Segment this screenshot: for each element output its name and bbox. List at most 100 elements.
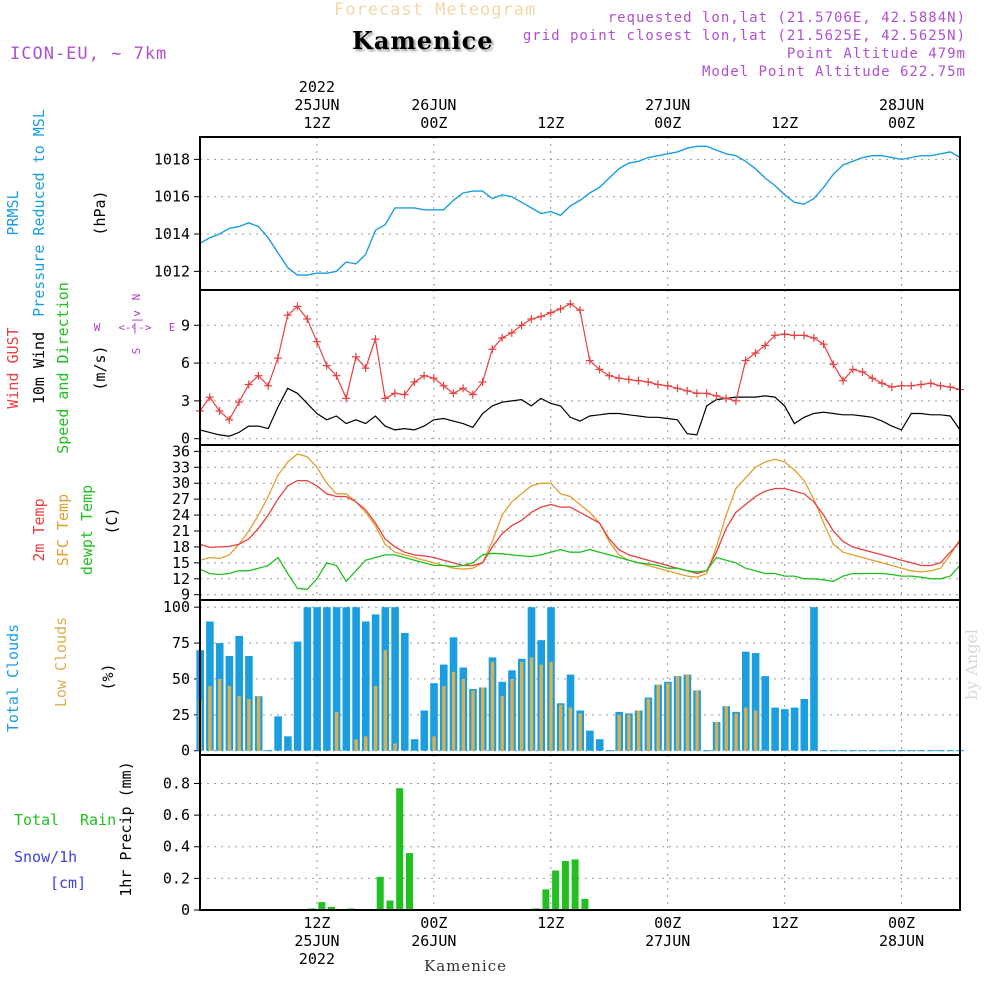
low-cloud-bar bbox=[656, 684, 660, 751]
wind-gust-marker bbox=[371, 335, 380, 344]
low-cloud-bar bbox=[675, 676, 680, 751]
panel-frame bbox=[199, 754, 961, 911]
total-cloud-bar bbox=[323, 607, 331, 751]
wind-gust-marker bbox=[946, 383, 955, 392]
bottom-time-label: 28JUN bbox=[879, 932, 924, 950]
low-cloud-bar bbox=[334, 711, 339, 751]
wind-gust-marker bbox=[205, 393, 214, 402]
wind-gust-marker bbox=[283, 311, 292, 320]
wind-gust-marker bbox=[225, 415, 234, 424]
y-tick-label: 24 bbox=[172, 506, 190, 524]
wind-gust-marker bbox=[264, 381, 273, 390]
total-cloud-bar bbox=[703, 750, 711, 752]
wind-gust-marker bbox=[322, 361, 331, 370]
y-tick-label: 75 bbox=[172, 634, 190, 652]
wind-gust-marker bbox=[839, 376, 848, 385]
low-cloud-bar bbox=[666, 683, 670, 751]
total-cloud-bar bbox=[401, 633, 409, 751]
low-cloud-bar bbox=[734, 713, 738, 751]
total-cloud-bar bbox=[917, 750, 925, 752]
total-cloud-bar bbox=[362, 621, 370, 751]
panel-frame bbox=[199, 444, 961, 601]
wind-gust-marker bbox=[439, 381, 448, 390]
y-tick-label: 12 bbox=[172, 570, 190, 588]
total-cloud-bar bbox=[352, 607, 360, 751]
low-cloud-bar bbox=[237, 696, 241, 751]
total-cloud-bar bbox=[605, 750, 614, 752]
total-cloud-bar bbox=[742, 651, 750, 751]
y-tick-label: 50 bbox=[172, 670, 190, 688]
wind-gust-marker bbox=[663, 381, 672, 390]
low-cloud-bar bbox=[471, 690, 475, 751]
low-cloud-bar bbox=[393, 743, 397, 751]
wind-gust-marker bbox=[585, 356, 594, 365]
wind-gust-marker bbox=[683, 386, 692, 395]
header-model: ICON-EU, ~ 7km bbox=[10, 44, 168, 64]
footer-location: Kamenice bbox=[424, 957, 507, 975]
top-time-label: 12Z bbox=[771, 114, 798, 132]
wind-gust-marker bbox=[429, 374, 438, 383]
wind-gust-marker bbox=[303, 314, 312, 323]
wind-gust-marker bbox=[332, 371, 341, 380]
wind-gust-marker bbox=[878, 379, 887, 388]
low-cloud-bar bbox=[208, 686, 212, 751]
wind-gust-marker bbox=[244, 380, 253, 389]
bottom-time-label: 27JUN bbox=[645, 932, 690, 950]
wind-gust-marker bbox=[897, 381, 906, 390]
total-cloud-bar bbox=[907, 750, 916, 752]
wind-gust-marker bbox=[712, 391, 721, 400]
total-cloud-bar bbox=[293, 641, 302, 751]
temp-title-sfc: SFC Temp bbox=[54, 494, 72, 566]
wind-gust-marker bbox=[488, 345, 497, 354]
total-cloud-bar bbox=[410, 739, 419, 751]
low-cloud-bar bbox=[442, 686, 446, 751]
total-cloud-bar bbox=[274, 716, 282, 751]
y-tick-label: 0 bbox=[181, 901, 190, 919]
wind-title-1: Wind GUST bbox=[4, 327, 22, 408]
wind-gust-marker bbox=[653, 380, 662, 389]
low-cloud-bar bbox=[490, 661, 495, 751]
low-cloud-bar bbox=[627, 714, 631, 751]
top-time-label: 28JUN bbox=[879, 96, 924, 114]
wind-unit: (m/s) bbox=[91, 345, 109, 390]
low-cloud-bar bbox=[227, 686, 232, 751]
precip-legend-rain: Rain bbox=[80, 811, 116, 829]
wind-gust-marker bbox=[507, 328, 516, 337]
low-cloud-bar bbox=[714, 722, 719, 751]
wind-gust-marker bbox=[361, 364, 370, 373]
total-cloud-bar bbox=[595, 739, 604, 751]
y-tick-label: 27 bbox=[172, 490, 190, 508]
wind-gust-marker bbox=[459, 384, 468, 393]
total-cloud-bar bbox=[790, 707, 799, 751]
wind-gust-marker bbox=[342, 394, 351, 403]
precip-bar bbox=[376, 876, 384, 910]
wind-gust-marker bbox=[936, 381, 945, 390]
y-tick-label: 6 bbox=[181, 354, 190, 372]
wind-gust-marker bbox=[254, 371, 263, 380]
precip-bar bbox=[396, 788, 404, 910]
wind-gust-marker bbox=[673, 384, 682, 393]
wind-gust-marker bbox=[761, 341, 770, 350]
low-cloud-bar bbox=[636, 710, 641, 751]
wind-gust-marker bbox=[644, 377, 653, 386]
wind-gust-marker bbox=[566, 299, 575, 308]
y-tick-label: 0.6 bbox=[163, 806, 190, 824]
pressure-unit: (hPa) bbox=[91, 190, 109, 235]
precip-bar bbox=[386, 900, 394, 910]
bottom-time-label: 25JUN bbox=[294, 932, 339, 950]
wind-gust-marker bbox=[390, 389, 399, 398]
y-tick-label: 0.4 bbox=[163, 838, 190, 856]
y-tick-label: 33 bbox=[172, 458, 190, 476]
total-cloud-bar bbox=[781, 709, 789, 751]
precip-bar bbox=[542, 889, 550, 910]
total-cloud-bar bbox=[391, 607, 399, 751]
y-tick-label: 30 bbox=[172, 474, 190, 492]
wind-gust-marker bbox=[400, 390, 409, 399]
bottom-time-label: 00Z bbox=[654, 914, 681, 932]
y-tick-label: 0.2 bbox=[163, 869, 190, 887]
wind-gust-marker bbox=[624, 375, 633, 384]
bottom-time-label: 2022 bbox=[299, 950, 335, 968]
low-cloud-bar bbox=[744, 707, 748, 751]
total-cloud-bar bbox=[342, 607, 351, 751]
total-cloud-bar bbox=[936, 750, 945, 752]
